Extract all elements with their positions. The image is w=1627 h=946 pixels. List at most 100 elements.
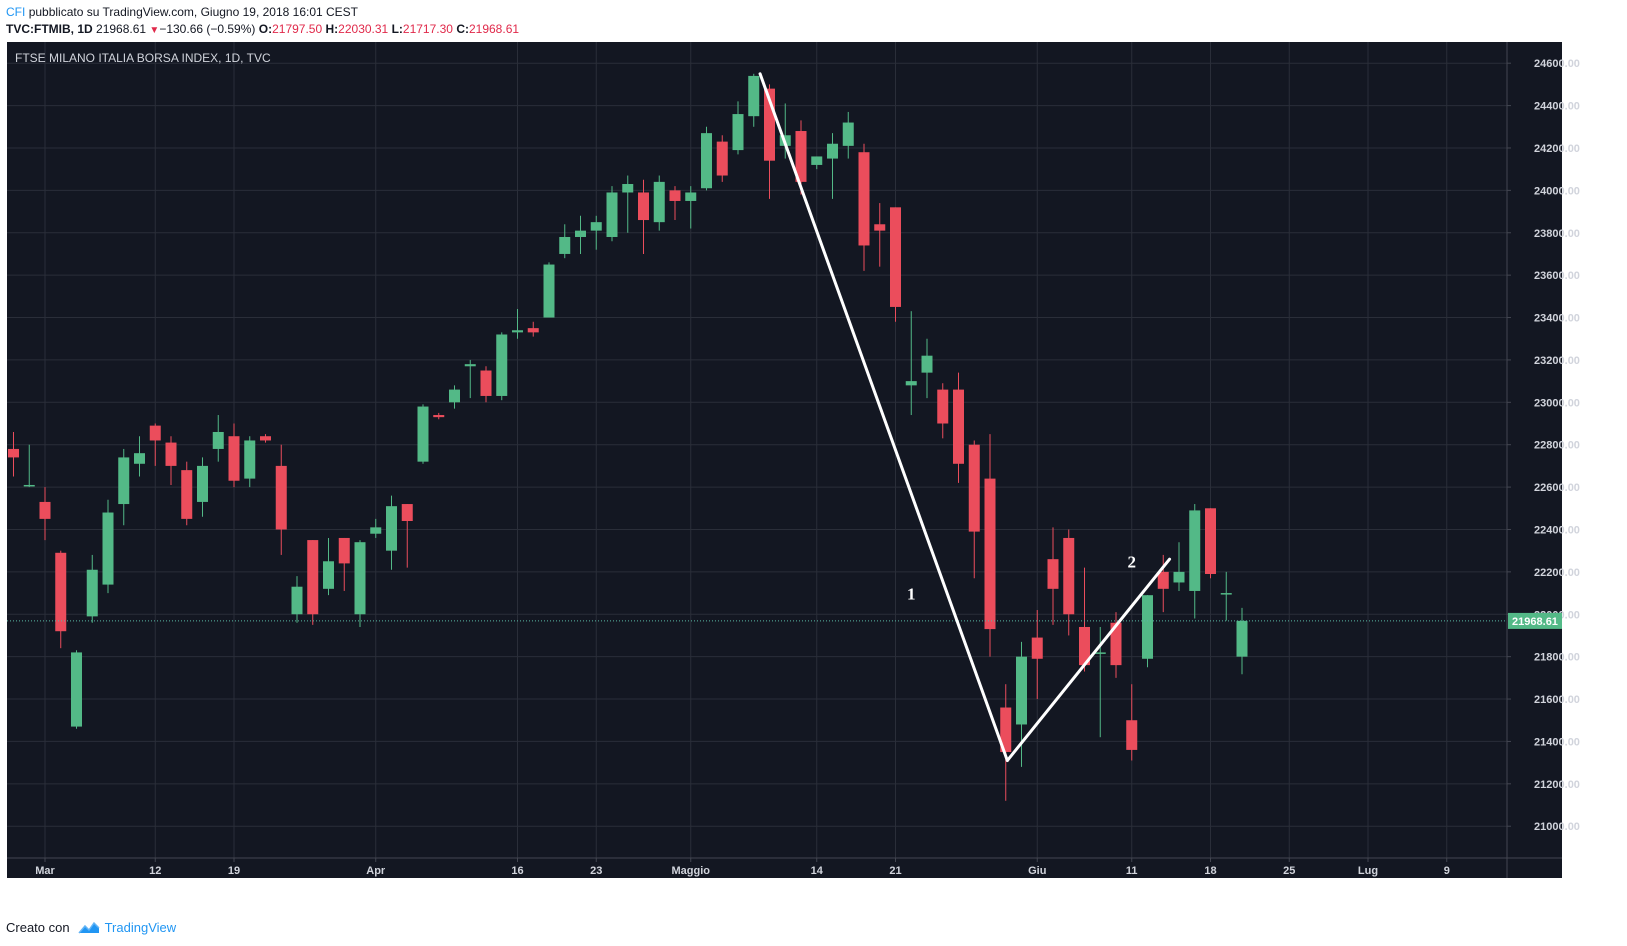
- last-price: 21968.61: [96, 22, 147, 36]
- candle-body: [874, 224, 886, 231]
- trendlines: [758, 72, 1172, 763]
- y-tick-label: 22400.00: [1534, 524, 1580, 536]
- x-tick-label: Lug: [1358, 865, 1378, 877]
- candle-body: [606, 192, 618, 237]
- candle-body: [39, 501, 51, 519]
- candle-body: [622, 184, 634, 193]
- candle-body: [354, 542, 366, 615]
- y-tick-label: 22800.00: [1534, 440, 1580, 452]
- price-axis: 21000.00 21200.00 21400.00 21600.00 21800.00…: [1507, 58, 1580, 833]
- candle-body: [527, 328, 539, 333]
- candle-body: [1126, 720, 1138, 750]
- candle-body: [968, 444, 980, 532]
- x-tick-label: 14: [811, 865, 824, 877]
- last-price-badge: [1508, 612, 1562, 629]
- x-tick-label: Giu: [1028, 865, 1046, 877]
- candle-body: [669, 190, 681, 201]
- x-tick-label: 19: [228, 865, 240, 877]
- candle-body: [228, 436, 240, 481]
- candle-body: [575, 230, 586, 237]
- candle-body: [590, 222, 602, 231]
- y-tick-label: 23800.00: [1534, 228, 1580, 240]
- ohlc-line: TVC:FTMIB, 1D 21968.61 ▼−130.66 (−0.59%)…: [6, 21, 519, 39]
- x-tick-label: 9: [1444, 865, 1450, 877]
- x-tick-label: Mar: [35, 865, 55, 877]
- x-tick-label: 23: [590, 865, 602, 877]
- candle-body: [764, 88, 775, 161]
- candle-body: [55, 552, 67, 632]
- candle-body: [118, 457, 130, 505]
- candle-body: [1142, 595, 1153, 659]
- created-with-label: Creato con: [6, 920, 70, 935]
- y-tick-label: 22600.00: [1534, 482, 1580, 494]
- publish-line: CFI pubblicato su TradingView.com, Giugn…: [6, 4, 519, 21]
- candle-body: [858, 152, 870, 246]
- candle-body: [638, 192, 649, 221]
- candle-body: [1016, 656, 1027, 725]
- candle-body: [260, 436, 271, 441]
- trendline: [758, 72, 1009, 763]
- candle-body: [149, 425, 161, 441]
- candle-body: [480, 370, 492, 396]
- y-tick-label: 21000.00: [1534, 821, 1580, 833]
- annotations: 12: [907, 553, 1136, 604]
- candle-body: [307, 540, 319, 615]
- candle-body: [1173, 571, 1185, 583]
- candle-body: [890, 207, 901, 307]
- y-tick-label: 24000.00: [1534, 185, 1580, 197]
- author-link[interactable]: CFI: [6, 5, 26, 19]
- candle-body: [338, 537, 350, 564]
- candle-body: [653, 181, 665, 223]
- x-tick-label: 21: [889, 865, 901, 877]
- chart-title: FTSE MILANO ITALIA BORSA INDEX, 1D, TVC: [15, 51, 271, 65]
- candle-body: [559, 236, 571, 254]
- candle-body: [181, 470, 193, 519]
- low-label: L:: [391, 22, 403, 36]
- candle-body: [449, 389, 460, 403]
- y-tick-label: 24400.00: [1534, 101, 1580, 113]
- tradingview-logo-text: TradingView: [104, 920, 177, 935]
- candle-body: [701, 133, 712, 189]
- candle-body: [464, 364, 476, 367]
- close-label: C:: [456, 22, 469, 36]
- y-tick-label: 23000.00: [1534, 397, 1580, 409]
- chart-background: [7, 42, 1562, 878]
- tradingview-cloud-icon: [78, 921, 100, 934]
- y-tick-label: 23200.00: [1534, 355, 1580, 367]
- candle-body: [401, 504, 413, 522]
- annotation-label: 1: [907, 584, 916, 603]
- candle-body: [386, 506, 397, 551]
- tradingview-link[interactable]: TradingView: [78, 920, 177, 935]
- candle-body: [748, 75, 760, 117]
- x-tick-label: 16: [511, 865, 523, 877]
- symbol-label: TVC:FTMIB, 1D: [6, 22, 93, 36]
- trendline: [1005, 557, 1172, 763]
- candle-body: [275, 465, 287, 530]
- candle-body: [1189, 510, 1201, 591]
- candle-body: [795, 131, 807, 182]
- x-tick-label: Apr: [366, 865, 386, 877]
- candle-body: [1079, 626, 1090, 666]
- candle-body: [937, 389, 949, 424]
- x-tick-label: 11: [1126, 865, 1138, 877]
- close-value: 21968.61: [468, 22, 520, 36]
- candle-body: [496, 334, 508, 396]
- candle-body: [197, 465, 208, 502]
- candle-body: [86, 569, 98, 617]
- candle-body: [8, 448, 19, 458]
- candle-body: [1236, 620, 1248, 657]
- candle-body: [842, 122, 854, 146]
- y-tick-label: 21400.00: [1534, 736, 1580, 748]
- candle-body: [370, 527, 382, 534]
- candle-body: [716, 141, 728, 176]
- candle-body: [134, 453, 145, 464]
- candle-body: [1000, 707, 1012, 753]
- candle-body: [102, 512, 114, 585]
- open-label: O:: [258, 22, 273, 36]
- candle-body: [23, 484, 35, 487]
- x-tick-label: 25: [1283, 865, 1295, 877]
- open-value: 21797.50: [272, 22, 323, 36]
- publish-info: pubblicato su TradingView.com, Giugno 19…: [28, 5, 359, 19]
- x-tick-label: 12: [149, 865, 161, 877]
